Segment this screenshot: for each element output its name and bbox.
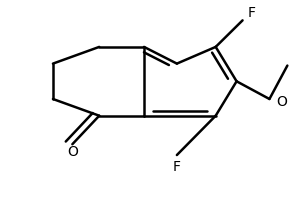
Text: O: O [276, 95, 287, 109]
Text: F: F [248, 7, 256, 20]
Text: F: F [173, 160, 181, 174]
Text: O: O [67, 145, 78, 159]
